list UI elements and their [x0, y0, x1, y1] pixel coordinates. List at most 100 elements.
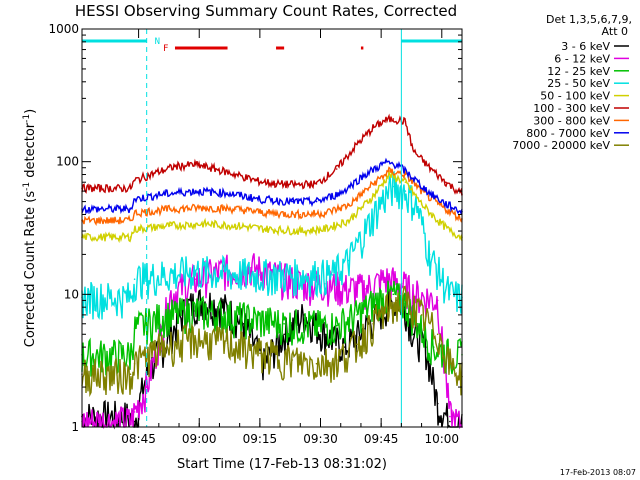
- data-point: [129, 354, 132, 356]
- data-point: [129, 236, 132, 238]
- data-point: [339, 192, 342, 194]
- x-axis: 08:45 09:00 09:15 09:30 09:45 10:00: [97, 29, 463, 446]
- data-point: [392, 118, 395, 120]
- data-point: [133, 228, 136, 230]
- data-point: [295, 183, 298, 186]
- data-point: [259, 198, 261, 201]
- data-point: [428, 166, 431, 169]
- flag-layer: NF: [82, 37, 462, 54]
- flare-flag-label: F: [163, 44, 168, 54]
- x-axis-label: Start Time (17-Feb-13 08:31:02): [177, 457, 387, 472]
- data-point: [323, 228, 326, 230]
- data-point: [404, 190, 407, 192]
- series-line: [81, 157, 463, 216]
- data-point: [194, 190, 196, 192]
- data-point: [449, 210, 451, 213]
- data-point: [315, 324, 318, 327]
- data-point: [384, 278, 387, 281]
- data-point: [226, 342, 229, 344]
- data-point: [420, 314, 423, 316]
- data-point: [222, 270, 225, 272]
- y-tick-label: 1000: [48, 22, 79, 36]
- data-point: [251, 318, 253, 321]
- data-point: [335, 324, 338, 327]
- data-point: [428, 253, 431, 256]
- data-point: [436, 333, 439, 336]
- data-point: [234, 224, 237, 227]
- data-point: [242, 323, 245, 325]
- data-point: [356, 314, 358, 316]
- data-point: [420, 203, 423, 205]
- data-point: [416, 323, 419, 325]
- data-point: [323, 212, 326, 214]
- data-point: [154, 172, 156, 174]
- data-point: [436, 219, 439, 222]
- data-point: [133, 411, 136, 413]
- data-point: [129, 219, 132, 222]
- data-point: [170, 224, 172, 227]
- data-point: [364, 288, 366, 290]
- data-point: [331, 274, 334, 276]
- y-label-end: ): [23, 109, 38, 114]
- data-point: [364, 173, 366, 176]
- legend-label: 50 - 100 keV: [540, 90, 610, 103]
- data-point: [388, 173, 391, 176]
- legend-label: 100 - 300 keV: [533, 102, 610, 115]
- data-point: [315, 362, 318, 365]
- chart-title: HESSI Observing Summary Count Rates, Cor…: [75, 2, 457, 20]
- data-point: [267, 228, 269, 230]
- data-point: [174, 165, 176, 168]
- series-line: [81, 169, 463, 244]
- data-point: [432, 346, 435, 348]
- legend-label: 800 - 7000 keV: [526, 127, 610, 140]
- data-point: [133, 328, 136, 330]
- legend-header: Det 1,3,5,6,7,9,: [546, 13, 632, 26]
- night-flag-label: N: [155, 37, 160, 47]
- data-point: [129, 187, 132, 190]
- data-point: [412, 293, 415, 296]
- data-point: [214, 168, 217, 170]
- y-axis: 1 10 100 1000: [48, 22, 462, 434]
- data-point: [315, 183, 318, 185]
- data-point: [315, 274, 318, 276]
- footer-date: 17-Feb-2013 08:07: [560, 468, 636, 477]
- data-point: [129, 208, 132, 210]
- series-5: [81, 113, 463, 196]
- data-point: [133, 362, 136, 365]
- data-point: [364, 328, 366, 330]
- series-3: [81, 170, 463, 320]
- data-point: [222, 306, 225, 309]
- data-point: [449, 230, 451, 232]
- data-point: [335, 359, 338, 361]
- y-tick-label: 1: [71, 420, 79, 434]
- data-point: [283, 333, 285, 336]
- data-point: [372, 323, 374, 325]
- data-point: [202, 223, 205, 225]
- data-point: [133, 420, 136, 423]
- data-point: [372, 183, 374, 185]
- series-line: [81, 280, 463, 377]
- data-point: [404, 299, 407, 302]
- data-point: [356, 143, 358, 146]
- legend-header-att: Att 0: [602, 25, 628, 38]
- data-point: [251, 266, 253, 269]
- data-point: [133, 212, 136, 214]
- series-line: [81, 285, 463, 398]
- data-point: [259, 274, 261, 276]
- data-point: [420, 190, 423, 192]
- legend-label: 3 - 6 keV: [561, 40, 610, 53]
- plot-area: NF: [81, 28, 463, 430]
- data-point: [356, 343, 358, 346]
- data-point: [275, 183, 277, 185]
- data-point: [396, 163, 399, 166]
- legend-label: 300 - 800 keV: [533, 114, 610, 127]
- data-point: [133, 278, 136, 281]
- x-tick-label: 08:45: [121, 432, 156, 446]
- plot-frame: [81, 28, 463, 428]
- data-point: [315, 200, 318, 203]
- series-7: [81, 157, 463, 216]
- y-axis-label: Corrected Count Rate (s-1 detector-1): [22, 109, 38, 347]
- data-point: [222, 314, 225, 316]
- data-point: [384, 162, 387, 164]
